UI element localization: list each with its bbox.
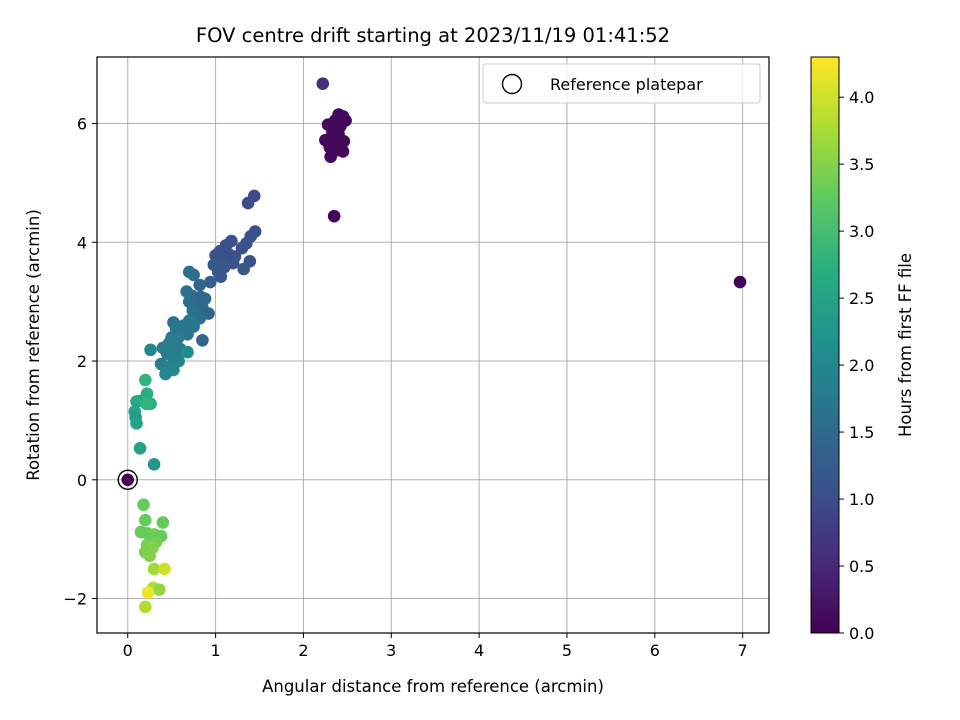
data-point	[187, 268, 200, 282]
data-point	[158, 562, 171, 576]
data-point	[159, 367, 172, 381]
data-point	[153, 583, 166, 596]
data-point	[139, 513, 152, 527]
y-tick-label: −2	[63, 590, 87, 609]
scatter-points	[117, 77, 747, 614]
legend-box	[482, 63, 761, 104]
data-point	[121, 473, 135, 487]
x-tick-label: 3	[386, 641, 396, 660]
data-point	[733, 275, 747, 289]
data-point	[133, 442, 147, 455]
x-tick-label: 4	[474, 641, 484, 660]
legend-entry: Reference platepar	[550, 75, 703, 94]
data-point	[316, 77, 330, 91]
data-point	[336, 145, 350, 158]
data-point	[237, 262, 250, 276]
colorbar-tick-label: 3.5	[849, 155, 874, 174]
legend: Reference platepar	[482, 63, 761, 104]
y-tick-label: 0	[77, 471, 87, 490]
x-tick-label: 0	[123, 641, 133, 660]
data-point	[139, 397, 153, 411]
colorbar-tick-label: 4.0	[849, 88, 874, 107]
x-tick-label: 7	[738, 641, 748, 660]
chart-title: FOV centre drift starting at 2023/11/19 …	[196, 24, 670, 47]
plot-frame	[96, 56, 770, 634]
legend-marker	[501, 73, 523, 95]
colorbar-label: Hours from first FF file	[896, 253, 915, 437]
data-point	[204, 275, 217, 289]
data-point	[196, 333, 209, 347]
x-axis-label: Angular distance from reference (arcmin)	[262, 677, 604, 696]
data-point	[337, 135, 351, 148]
x-tick-label: 2	[298, 641, 308, 660]
data-point	[144, 343, 157, 357]
data-point	[141, 586, 155, 599]
colorbar-tick-label: 3.0	[849, 222, 874, 241]
data-point	[324, 150, 337, 164]
data-point	[214, 270, 228, 284]
y-tick-label: 6	[77, 115, 87, 134]
x-tick-label: 1	[210, 641, 220, 660]
data-point	[327, 209, 341, 223]
data-point	[147, 562, 161, 576]
colorbar-tick-label: 2.0	[849, 356, 874, 375]
data-point	[181, 328, 194, 341]
data-point	[241, 196, 255, 210]
colorbar-tick-label: 0.5	[849, 557, 874, 576]
x-axis: 0 1 2 3 4 5 6 7	[123, 633, 748, 660]
colorbar-tick-label: 1.5	[849, 423, 874, 442]
colorbar: 0.0 0.5 1.0 1.5 2.0 2.5 3.0 3.5 4.0 Hours from f…	[810, 56, 915, 643]
y-axis: −2 0 2 4 6	[63, 115, 97, 609]
x-tick-label: 5	[562, 641, 572, 660]
colorbar-tick-label: 0.0	[849, 624, 874, 643]
gridlines	[97, 57, 769, 633]
data-point	[137, 498, 150, 512]
data-point	[130, 395, 143, 408]
data-point	[143, 549, 157, 563]
y-tick-label: 4	[77, 233, 87, 252]
data-point	[139, 600, 152, 614]
y-axis-label: Rotation from reference (arcmin)	[24, 209, 43, 481]
reference-marker	[117, 469, 138, 490]
colorbar-gradient	[810, 56, 840, 634]
data-point	[181, 345, 194, 359]
data-point	[139, 373, 152, 387]
x-tick-label: 6	[650, 641, 660, 660]
data-point	[193, 278, 207, 292]
data-point	[235, 241, 249, 255]
data-point	[156, 516, 170, 529]
y-tick-label: 2	[77, 352, 87, 371]
data-point	[130, 417, 143, 430]
colorbar-tick-label: 2.5	[849, 289, 874, 308]
colorbar-tick-label: 1.0	[849, 490, 874, 509]
data-point	[147, 458, 161, 471]
colorbar-ticks: 0.0 0.5 1.0 1.5 2.0 2.5 3.0 3.5 4.0	[839, 88, 874, 643]
